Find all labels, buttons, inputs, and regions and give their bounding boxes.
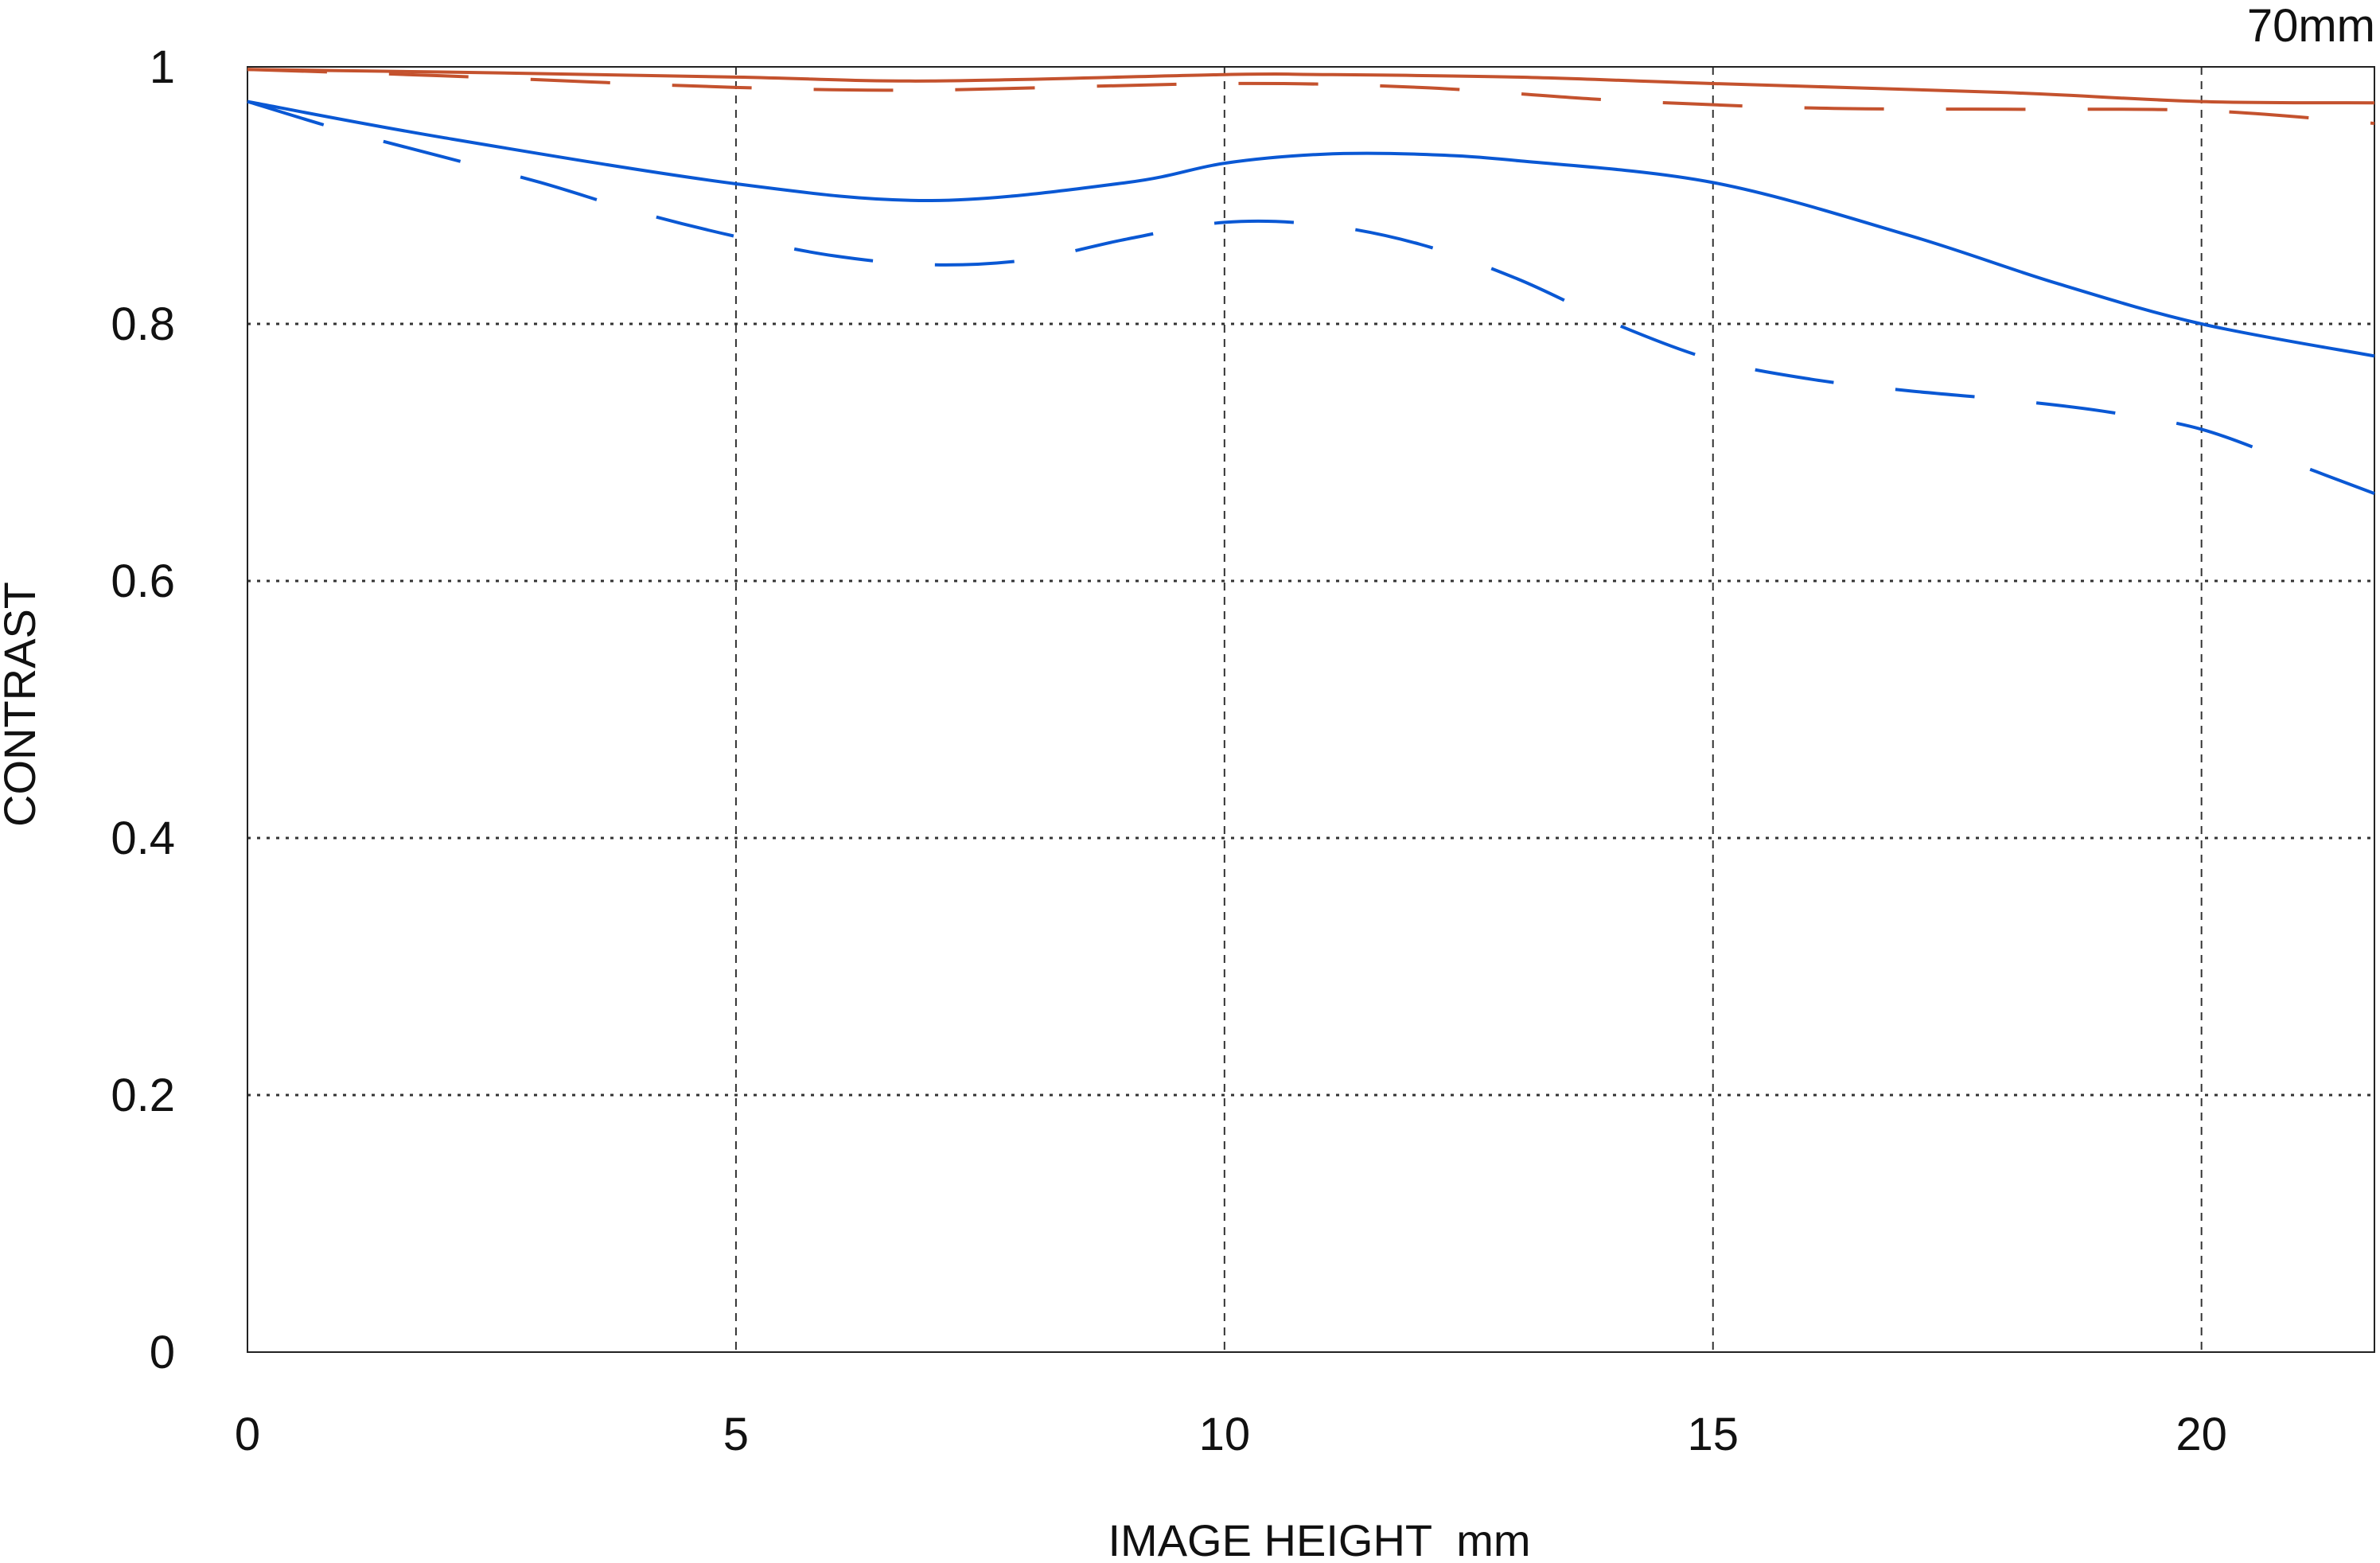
x-axis-label: IMAGE HEIGHT mm bbox=[1108, 1515, 1531, 1563]
y-axis-label: CONTRAST bbox=[0, 582, 45, 827]
tick-labels: 0 5 10 15 20 0 0.2 0.4 0.6 0.8 1 bbox=[111, 41, 2227, 1460]
y-tick-label: 0.8 bbox=[111, 298, 175, 350]
series-group bbox=[247, 68, 2375, 496]
series-line-1-solid bbox=[247, 68, 2375, 105]
x-tick-label: 10 bbox=[1199, 1409, 1251, 1460]
grid bbox=[247, 67, 2374, 1352]
plot-frame bbox=[247, 66, 2375, 1353]
y-tick-label: 0.2 bbox=[111, 1070, 175, 1121]
y-tick-label: 0 bbox=[150, 1327, 175, 1378]
series-line-3-solid bbox=[247, 99, 2375, 358]
x-tick-label: 20 bbox=[2175, 1409, 2227, 1460]
y-tick-label: 0.4 bbox=[111, 813, 175, 864]
series-line-2-dashed bbox=[247, 68, 2375, 126]
series-line-4-dashed bbox=[247, 99, 2375, 496]
chart-title: 70mm bbox=[2247, 0, 2375, 52]
y-tick-label: 0.6 bbox=[111, 555, 175, 607]
x-tick-label: 15 bbox=[1687, 1409, 1739, 1460]
y-tick-label: 1 bbox=[150, 41, 175, 93]
x-tick-label: 5 bbox=[723, 1409, 749, 1460]
x-tick-label: 0 bbox=[235, 1409, 260, 1460]
